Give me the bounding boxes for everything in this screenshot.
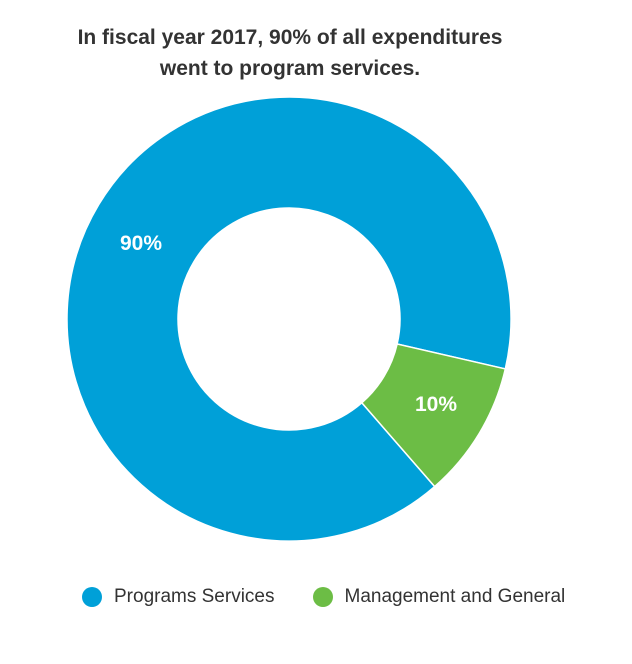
chart-title-line-2: went to program services. xyxy=(159,57,421,80)
slice-management-and-general xyxy=(360,343,507,488)
legend-marker-management-and-general xyxy=(312,587,333,607)
data-label-management-and-general: 10% xyxy=(415,393,457,416)
legend-item-programs-services: Programs Services xyxy=(82,586,275,608)
legend-marker-programs-services xyxy=(82,587,102,607)
legend-label-programs-services: Programs Services xyxy=(114,586,275,607)
data-label-programs-services: 90% xyxy=(120,232,162,255)
chart-title-line-1: In fiscal year 2017, 90% of all expendit… xyxy=(77,26,503,49)
slice-programs-services xyxy=(66,96,512,542)
chart-title: In fiscal year 2017, 90% of all expendit… xyxy=(0,22,580,84)
chart-legend: Programs Services Management and General xyxy=(82,586,603,608)
legend-item-management-and-general: Management and General xyxy=(312,586,566,608)
legend-label-management-and-general: Management and General xyxy=(344,586,566,607)
